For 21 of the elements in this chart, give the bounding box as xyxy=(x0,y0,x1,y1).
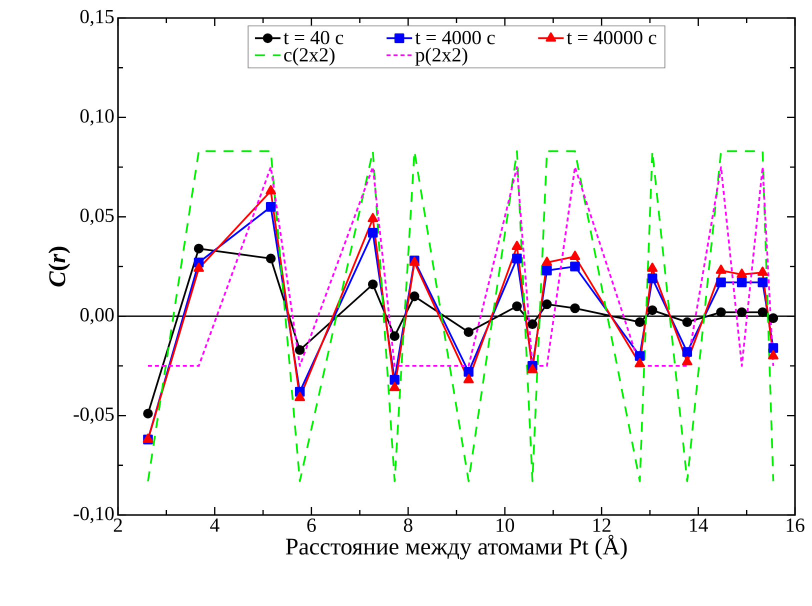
legend-label: t = 4000 c xyxy=(415,30,495,44)
x-tick-label: 14 xyxy=(690,518,708,532)
x-tick-label: 12 xyxy=(593,518,610,532)
x-tick-label: 8 xyxy=(404,518,412,532)
x-tick-label: 10 xyxy=(496,518,514,532)
y-tick-label: -0,10 xyxy=(74,506,114,524)
y-tick-label: 0,05 xyxy=(80,208,114,225)
legend-label: t = 40000 c xyxy=(566,30,656,44)
x-axis-title: Расстояние между атомами Pt (Å) xyxy=(286,534,627,560)
x-tick-label: 2 xyxy=(114,518,122,532)
y-tick-label: 0,00 xyxy=(80,308,114,324)
x-tick-label: 6 xyxy=(307,518,316,532)
legend-label: c(2x2) xyxy=(284,48,335,66)
y-tick-label: 0,15 xyxy=(80,10,114,26)
y-axis-title: C(r) xyxy=(48,246,70,286)
y-tick-label: 0,10 xyxy=(80,109,114,126)
x-tick-label: 4 xyxy=(210,518,220,532)
legend-label: p(2x2) xyxy=(415,48,468,66)
x-tick-label: 16 xyxy=(786,518,804,532)
y-tick-label: -0,05 xyxy=(74,407,114,424)
legend-label: t = 40 c xyxy=(284,30,344,44)
